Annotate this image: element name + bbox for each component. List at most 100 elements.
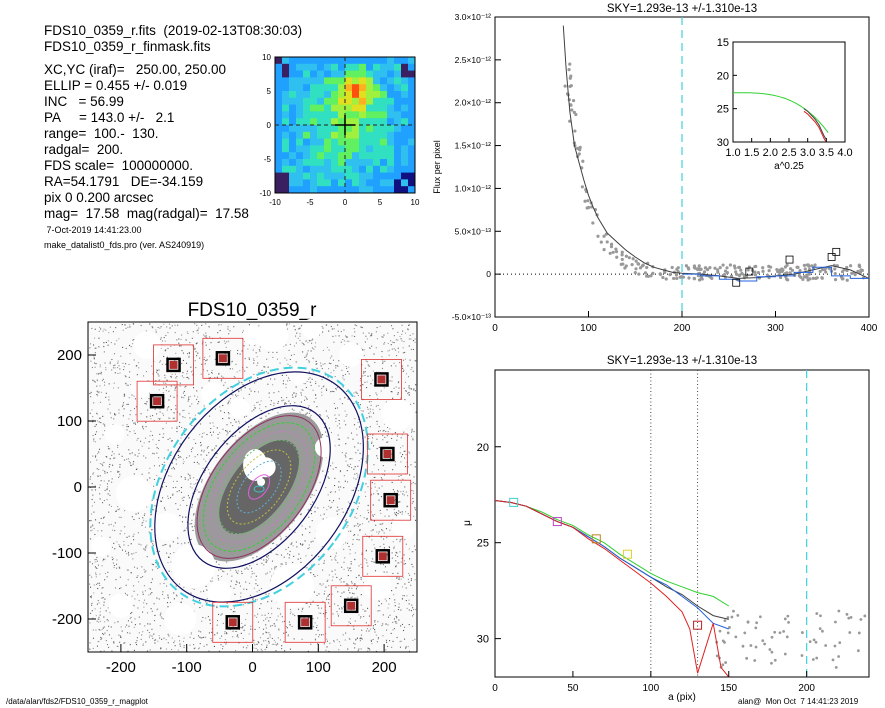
noise-dot <box>412 437 414 439</box>
noise-dot <box>327 594 329 596</box>
noise-dot <box>405 646 407 648</box>
noise-dot <box>227 432 229 434</box>
heatmap-cell <box>303 118 311 126</box>
noise-dot <box>219 330 221 332</box>
noise-dot <box>281 400 283 402</box>
noise-dot <box>120 516 122 518</box>
noise-dot <box>156 371 158 373</box>
noise-dot <box>353 477 355 479</box>
noise-dot <box>356 472 358 475</box>
mask-box-star <box>383 492 398 508</box>
noise-dot <box>222 417 224 420</box>
noise-dot <box>140 324 142 327</box>
noise-dot <box>395 560 397 562</box>
noise-dot <box>301 611 303 613</box>
noise-dot <box>390 365 392 367</box>
noise-dot <box>142 576 144 578</box>
noise-dot <box>141 634 143 636</box>
noise-dot <box>400 474 402 476</box>
noise-dot <box>133 626 135 628</box>
noise-dot <box>394 599 396 601</box>
heatmap-cell <box>408 118 416 126</box>
noise-dot <box>396 622 398 624</box>
noise-dot <box>380 512 382 514</box>
flux-data-point <box>664 277 668 281</box>
noise-dot <box>92 421 94 423</box>
noise-dot <box>372 409 374 411</box>
noise-dot <box>363 429 365 431</box>
noise-dot <box>189 417 191 419</box>
noise-dot <box>346 583 348 585</box>
noise-dot <box>271 637 273 640</box>
noise-dot <box>194 647 196 649</box>
noise-dot <box>364 341 366 343</box>
noise-dot <box>412 594 414 596</box>
noise-dot <box>341 508 343 510</box>
noise-dot <box>138 616 140 618</box>
noise-dot <box>173 417 175 419</box>
noise-dot <box>152 543 154 545</box>
noise-dot <box>289 343 291 345</box>
heatmap-cell <box>394 172 402 180</box>
flux-data-point <box>697 264 701 268</box>
heatmap-cell <box>401 165 409 173</box>
noise-dot <box>117 506 119 508</box>
noise-dot <box>191 403 193 405</box>
noise-dot <box>218 373 220 375</box>
heatmap-cell <box>303 159 311 167</box>
noise-dot <box>382 563 384 566</box>
noise-dot <box>126 424 128 426</box>
noise-dot <box>271 600 273 602</box>
heatmap-cell <box>303 57 311 65</box>
noise-dot <box>376 394 378 396</box>
noise-dot <box>103 346 105 348</box>
noise-dot <box>397 582 399 585</box>
noise-dot <box>179 382 181 384</box>
noise-dot <box>328 362 330 364</box>
noise-dot <box>331 501 333 503</box>
noise-dot <box>377 621 379 623</box>
noise-dot <box>181 350 183 352</box>
noise-dot <box>336 576 338 578</box>
noise-dot <box>126 536 128 538</box>
noise-dot <box>300 543 302 546</box>
noise-dot <box>343 606 345 608</box>
noise-dot <box>97 475 99 477</box>
noise-dot <box>355 576 357 579</box>
noise-dot <box>342 377 344 379</box>
noise-dot <box>409 558 411 560</box>
noise-dot <box>321 584 323 586</box>
noise-dot <box>168 570 170 572</box>
noise-dot <box>347 574 349 577</box>
noise-dot <box>98 640 100 643</box>
noise-dot <box>383 474 386 476</box>
noise-dot <box>278 391 280 393</box>
noise-dot <box>160 648 162 650</box>
noise-dot <box>294 329 296 331</box>
noise-dot <box>267 601 269 603</box>
noise-dot <box>312 389 314 391</box>
noise-dot <box>354 639 357 641</box>
noise-dot <box>227 443 229 445</box>
noise-dot <box>103 500 105 502</box>
noise-dot <box>371 333 373 335</box>
heatmap-cell <box>324 57 332 65</box>
noise-dot <box>399 511 401 513</box>
noise-dot <box>354 324 356 326</box>
noise-dot <box>112 331 114 333</box>
heatmap-cell <box>338 138 346 146</box>
noise-dot <box>208 373 210 375</box>
noise-dot <box>355 452 357 454</box>
heatmap-cell <box>303 152 311 160</box>
noise-dot <box>362 410 364 412</box>
noise-dot <box>154 408 156 411</box>
noise-dot <box>144 437 147 439</box>
noise-dot <box>186 362 188 364</box>
noise-dot <box>338 360 340 362</box>
noise-dot <box>187 479 189 481</box>
noise-dot <box>407 328 409 330</box>
heatmap-cell <box>359 179 367 187</box>
noise-dot <box>96 420 98 422</box>
noise-dot <box>248 633 250 635</box>
noise-dot <box>113 642 115 644</box>
